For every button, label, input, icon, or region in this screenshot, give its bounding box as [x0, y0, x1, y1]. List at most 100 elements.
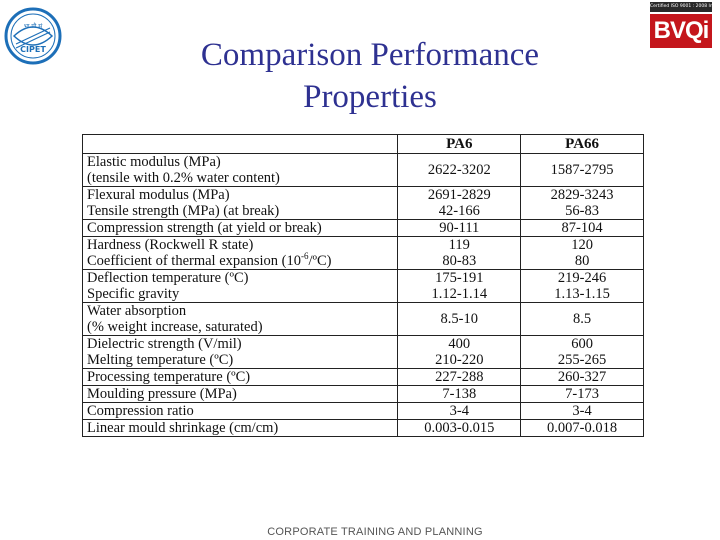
property-label: Water absorption — [87, 303, 187, 319]
comparison-table: PA6 PA66 Elastic modulus (MPa) (tensile w… — [81, 134, 644, 437]
table-row: Water absorption (% weight increase, satu… — [81, 302, 644, 336]
pa66-value: 1587-2795 — [550, 162, 614, 178]
pa66-value: 260-327 — [557, 369, 607, 385]
pa66-value: 1.13-1.15 — [554, 286, 610, 302]
pa6-value: 42-166 — [438, 203, 480, 219]
property-cell: Linear mould shrinkage (cm/cm) — [81, 419, 399, 437]
property-label: (% weight increase, saturated) — [87, 319, 263, 335]
table-row: Moulding pressure (MPa) 7-138 7-173 — [81, 385, 644, 403]
property-cell: Flexural modulus (MPa) Tensile strength (… — [81, 186, 399, 220]
property-cell: Hardness (Rockwell R state) Coefficient o… — [81, 236, 399, 270]
pa66-value-cell: 1587-2795 — [520, 153, 644, 187]
pa6-value-cell: 90-111 — [397, 219, 522, 237]
pa66-value-cell: 8.5 — [520, 302, 644, 336]
table-body: Elastic modulus (MPa) (tensile with 0.2% … — [81, 153, 644, 437]
property-label: Compression ratio — [87, 403, 194, 419]
property-label: Specific gravity — [87, 286, 180, 302]
pa66-value-cell: 3-4 — [520, 402, 644, 420]
property-label: Dielectric strength (V/mil) — [87, 336, 242, 352]
pa6-value: 210-220 — [435, 352, 484, 368]
pa66-value: 87-104 — [561, 220, 603, 236]
pa66-value: 219-246 — [557, 270, 607, 286]
property-cell: Dielectric strength (V/mil) Melting tempe… — [81, 335, 399, 369]
property-label: Hardness (Rockwell R state) — [87, 237, 254, 253]
pa66-value: 3-4 — [572, 403, 592, 419]
pa6-value: 227-288 — [435, 369, 484, 385]
superscript-exponent: -6 — [300, 251, 309, 262]
pa66-value: 0.007-0.018 — [547, 420, 618, 436]
bvqi-logo-text: BVQi — [653, 17, 710, 44]
pa6-value-cell: 3-4 — [397, 402, 522, 420]
pa6-value: 119 — [448, 237, 470, 253]
pa6-value: 0.003-0.015 — [424, 420, 495, 436]
pa6-value: 3-4 — [449, 403, 469, 419]
property-cell: Moulding pressure (MPa) — [81, 385, 399, 403]
pa6-value: 175-191 — [435, 270, 484, 286]
property-label: Flexural modulus (MPa) — [87, 187, 230, 203]
pa66-column-header: PA66 — [520, 134, 644, 154]
property-cell: Deflection temperature (ºC) Specific grav… — [81, 269, 399, 303]
pa6-value-cell: 400 210-220 — [397, 335, 522, 369]
table-row: Dielectric strength (V/mil) Melting tempe… — [81, 335, 644, 369]
property-cell: Processing temperature (ºC) — [81, 368, 399, 386]
pa6-value-cell: 119 80-83 — [397, 236, 522, 270]
table-row: Compression ratio 3-4 3-4 — [81, 402, 644, 420]
property-cell: Elastic modulus (MPa) (tensile with 0.2% … — [81, 153, 399, 187]
table-row: Deflection temperature (ºC) Specific grav… — [81, 269, 644, 303]
property-label: Moulding pressure (MPa) — [87, 386, 237, 402]
table-row: Flexural modulus (MPa) Tensile strength (… — [81, 186, 644, 220]
comparison-table-wrapper: PA6 PA66 Elastic modulus (MPa) (tensile w… — [81, 134, 644, 437]
pa6-value-cell: 2622-3202 — [397, 153, 522, 187]
pa6-value: 2622-3202 — [427, 162, 491, 178]
pa6-value: 80-83 — [442, 253, 477, 269]
pa66-value-cell: 120 80 — [520, 236, 644, 270]
pa66-value: 56-83 — [565, 203, 600, 219]
table-header-row: PA6 PA66 — [81, 134, 644, 154]
slide-title: Comparison Performance Properties — [120, 34, 620, 118]
pa66-value: 120 — [571, 237, 593, 253]
property-label: Compression strength (at yield or break) — [87, 220, 322, 236]
pa6-value-cell: 0.003-0.015 — [397, 419, 522, 437]
pa66-value: 80 — [574, 253, 590, 269]
pa6-column-header: PA6 — [397, 134, 522, 154]
pa66-value: 600 — [571, 336, 593, 352]
property-label: Melting temperature (ºC) — [87, 352, 234, 368]
pa6-value: 8.5-10 — [440, 311, 479, 327]
certification-text: Certified ISO 9001 : 2008 Inc — [650, 2, 712, 12]
footer-text: CORPORATE TRAINING AND PLANNING — [267, 526, 483, 538]
pa6-value-cell: 227-288 — [397, 368, 522, 386]
slide-title-line-2: Properties — [303, 79, 437, 115]
pa66-value: 255-265 — [557, 352, 607, 368]
table-row: Compression strength (at yield or break)… — [81, 219, 644, 237]
pa6-value: 90-111 — [439, 220, 480, 236]
property-label: Coefficient of thermal expansion (10-6/º… — [87, 251, 332, 269]
pa6-value-cell: 7-138 — [397, 385, 522, 403]
svg-text:CIPET: CIPET — [20, 45, 46, 54]
property-cell: Compression ratio — [81, 402, 399, 420]
pa66-value-cell: 219-246 1.13-1.15 — [520, 269, 644, 303]
table-row: Processing temperature (ºC) 227-288 260-32… — [81, 368, 644, 386]
pa66-value: 7-173 — [565, 386, 600, 402]
pa6-value-cell: 175-191 1.12-1.14 — [397, 269, 522, 303]
pa6-value-cell: 8.5-10 — [397, 302, 522, 336]
property-label: Processing temperature (ºC) — [87, 369, 251, 385]
property-cell: Water absorption (% weight increase, satu… — [81, 302, 399, 336]
pa6-value: 2691-2829 — [427, 187, 491, 203]
property-label: Deflection temperature (ºC) — [87, 270, 249, 286]
pa6-value: 1.12-1.14 — [431, 286, 488, 302]
slide-title-line-1: Comparison Performance — [200, 37, 540, 73]
property-label: Linear mould shrinkage (cm/cm) — [87, 420, 279, 436]
pa66-value: 2829-3243 — [550, 187, 614, 203]
pa66-value-cell: 87-104 — [520, 219, 644, 237]
property-label: Elastic modulus (MPa) — [87, 154, 221, 170]
bvqi-logo: BVQi — [650, 14, 712, 48]
svg-text:भा.प्रौ.सं: भा.प्रौ.सं — [24, 22, 44, 30]
pa66-value: 8.5 — [573, 311, 592, 327]
table-row: Hardness (Rockwell R state) Coefficient o… — [81, 236, 644, 270]
pa66-value-cell: 2829-3243 56-83 — [520, 186, 644, 220]
property-cell: Compression strength (at yield or break) — [81, 219, 399, 237]
cipet-logo: भा.प्रौ.सं CIPET — [4, 4, 62, 68]
property-column-header — [81, 134, 399, 154]
pa66-value-cell: 0.007-0.018 — [520, 419, 644, 437]
table-row: Linear mould shrinkage (cm/cm) 0.003-0.01… — [81, 419, 644, 437]
